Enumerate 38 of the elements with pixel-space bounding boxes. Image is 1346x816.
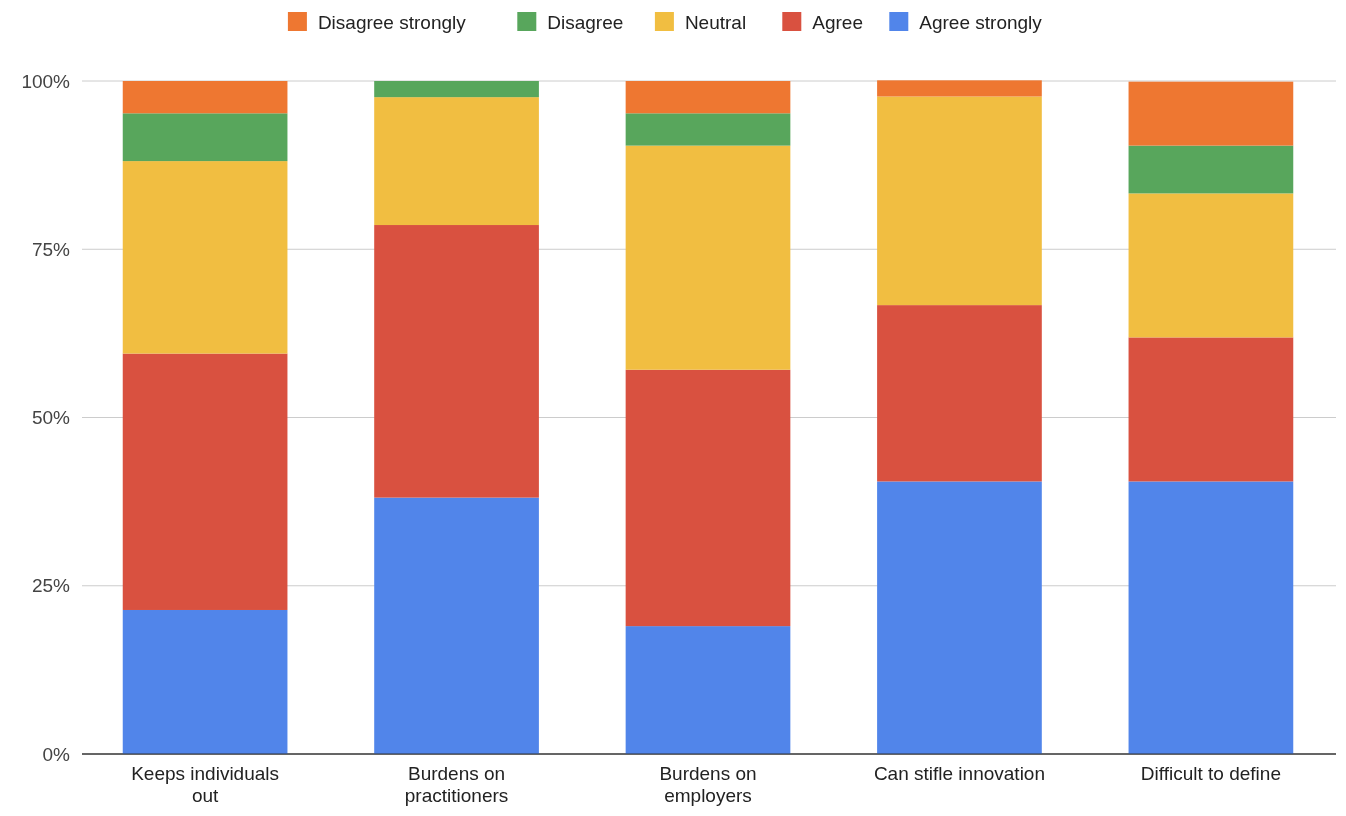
legend-label: Agree strongly [919,11,1043,33]
x-tick-label: Difficult to define [1140,763,1281,784]
y-tick-label: 100% [21,70,71,92]
x-tick-label: Burdens on practitioners [404,763,509,806]
legend-label: Disagree [547,11,624,33]
bar [122,113,288,162]
bar [625,81,791,114]
bar [1128,145,1294,194]
bar [877,481,1042,754]
x-tick-label: Keeps individuals out [131,763,280,806]
bar [122,609,288,754]
bar [625,113,791,146]
bar [877,96,1042,306]
bar [374,81,539,98]
y-tick-label: 25% [31,575,71,597]
bar [877,80,1042,97]
legend-label: Disagree strongly [317,11,467,33]
bar [1128,81,1294,146]
legend-label: Agree [812,11,863,33]
bar [374,97,539,226]
bar [374,225,539,498]
bar [625,145,791,370]
bar [122,161,288,354]
bar [625,369,791,627]
bar [625,626,791,754]
x-tick-label: Can stifle innovation [873,763,1046,784]
y-tick-label: 0% [42,743,71,765]
bar [122,81,288,114]
y-tick-label: 50% [31,407,71,429]
x-tick-label: Burdens on employers [659,763,757,806]
bar [877,305,1042,482]
bar [1128,481,1294,754]
bar [122,353,288,610]
legend-label: Neutral [684,11,747,33]
bar [1128,337,1294,482]
bar [1128,193,1294,338]
y-tick-label: 75% [31,238,71,260]
bar [374,497,539,754]
